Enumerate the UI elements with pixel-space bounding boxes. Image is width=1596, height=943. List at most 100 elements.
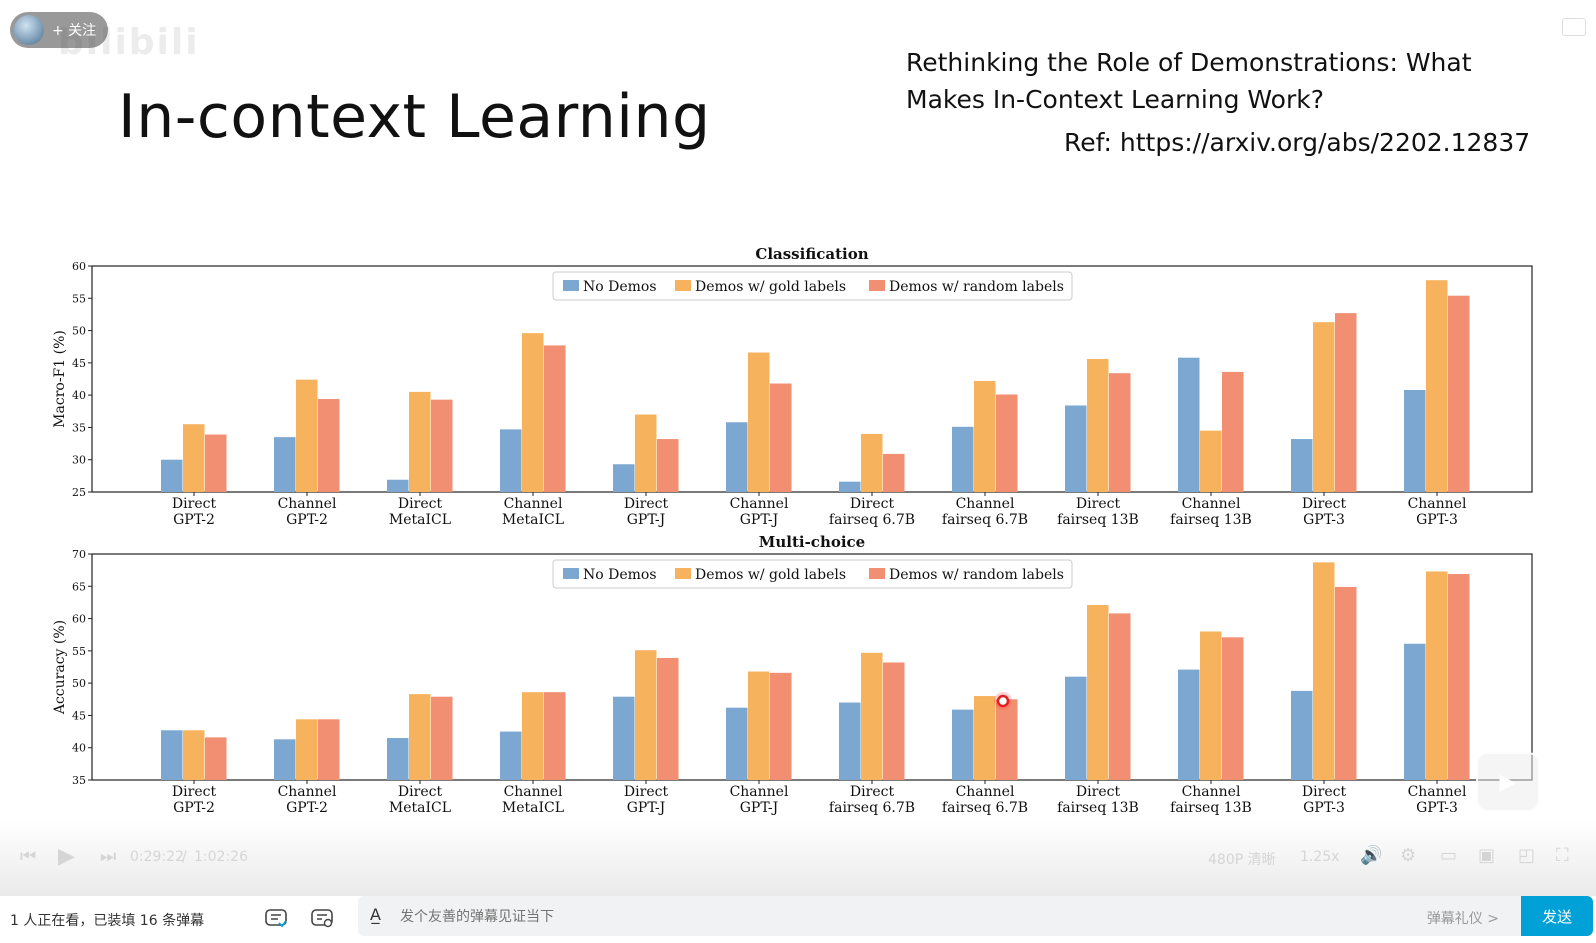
uploader-follow-pill[interactable]: + 关注 [10, 12, 108, 48]
legend-label: Demos w/ gold labels [695, 279, 846, 295]
x-category-label: Channel [730, 784, 789, 800]
y-tick-label: 65 [72, 580, 86, 593]
danmaku-settings-icon[interactable] [308, 904, 336, 932]
time-total: 1:02:26 [194, 849, 248, 865]
legend-label: Demos w/ random labels [889, 279, 1064, 295]
widescreen-icon[interactable]: ▣ [1478, 845, 1496, 866]
bar-no-demos [1178, 357, 1200, 492]
legend-swatch [869, 280, 885, 291]
bar-random [431, 399, 453, 492]
x-category-label: GPT-3 [1303, 512, 1345, 528]
x-category-label: Direct [172, 784, 217, 800]
bar-random [657, 439, 679, 492]
bar-no-demos [387, 738, 409, 780]
volume-icon[interactable]: 🔊 [1360, 845, 1383, 866]
bar-gold [748, 671, 770, 780]
picture-in-picture-icon[interactable]: ▭ [1440, 845, 1458, 866]
x-category-label: GPT-2 [173, 512, 215, 528]
bar-no-demos [613, 464, 635, 492]
bar-gold [409, 391, 431, 492]
bar-gold [1426, 280, 1448, 492]
quality-button[interactable]: 480P 清晰 [1208, 852, 1276, 868]
bar-random [883, 662, 905, 780]
paper-reference: Ref: https://arxiv.org/abs/2202.12837 [1064, 128, 1531, 157]
avatar[interactable] [14, 15, 44, 45]
y-tick-label: 55 [72, 645, 86, 658]
x-category-label: Channel [504, 496, 563, 512]
follow-button[interactable]: + 关注 [52, 23, 97, 39]
x-category-label: GPT-J [740, 512, 778, 528]
bar-no-demos [274, 437, 296, 492]
y-tick-label: 35 [72, 421, 86, 434]
x-category-label: fairseq 13B [1057, 800, 1139, 816]
danmaku-toggle-icon[interactable] [262, 904, 290, 932]
bar-random [544, 345, 566, 492]
x-category-label: Direct [398, 784, 443, 800]
danmaku-settings-icon[interactable] [1562, 18, 1586, 36]
bar-no-demos [839, 702, 861, 780]
x-category-label: MetaICL [389, 800, 451, 816]
bar-no-demos [1178, 669, 1200, 780]
bar-no-demos [1291, 439, 1313, 492]
bar-gold [1087, 605, 1109, 780]
x-category-label: GPT-3 [1416, 800, 1458, 816]
speed-button[interactable]: 1.25x [1300, 849, 1340, 865]
bar-random [1109, 373, 1131, 492]
x-category-label: fairseq 6.7B [829, 800, 915, 816]
y-axis-label-1: Accuracy (%) [52, 620, 68, 715]
next-icon[interactable]: ⏭ [100, 846, 117, 867]
y-tick-label: 50 [72, 677, 86, 690]
bar-no-demos [726, 707, 748, 780]
danmaku-input[interactable] [398, 903, 1302, 931]
bar-gold [522, 333, 544, 492]
x-category-label: Channel [956, 784, 1015, 800]
danmaku-etiquette-link[interactable]: 弹幕礼仪 > [1426, 911, 1499, 927]
bar-gold [1200, 430, 1222, 492]
corner-play-icon[interactable]: ▶ [1476, 752, 1540, 812]
x-category-label: Channel [1182, 784, 1241, 800]
x-category-label: Channel [1408, 496, 1467, 512]
y-tick-label: 60 [72, 260, 86, 273]
bar-random [1448, 295, 1470, 492]
x-category-label: GPT-J [627, 512, 665, 528]
x-category-label: Direct [624, 784, 669, 800]
slide-title: In-context Learning [118, 82, 711, 152]
x-category-label: Channel [730, 496, 789, 512]
web-fullscreen-icon[interactable]: ◰ [1518, 845, 1536, 866]
y-tick-label: 45 [72, 357, 86, 370]
settings-gear-icon[interactable]: ⚙ [1400, 845, 1417, 866]
bar-gold [861, 433, 883, 492]
x-category-label: Direct [1076, 784, 1121, 800]
bar-gold [296, 379, 318, 492]
send-button[interactable]: 发送 [1521, 896, 1593, 936]
y-tick-label: 45 [72, 709, 86, 722]
bar-random [770, 383, 792, 492]
viewer-info: 1 人正在看，已装填 16 条弹幕 [10, 913, 205, 929]
bar-gold [748, 352, 770, 492]
bar-random [1335, 313, 1357, 492]
x-category-label: Direct [850, 496, 895, 512]
x-category-label: fairseq 6.7B [942, 512, 1028, 528]
previous-icon[interactable]: ⏮ [20, 846, 37, 867]
bar-gold [974, 696, 996, 780]
y-axis-label-0: Macro-F1 (%) [52, 330, 68, 428]
fullscreen-icon[interactable]: ⛶ [1556, 845, 1569, 866]
text-style-icon[interactable]: A̲ [370, 905, 381, 924]
bar-gold [183, 730, 205, 780]
danmaku-bar: 1 人正在看，已装填 16 条弹幕 A̲ 弹幕礼仪 > 发送 [0, 896, 1596, 943]
x-category-label: Channel [504, 784, 563, 800]
bar-no-demos [1065, 405, 1087, 492]
x-category-label: Direct [172, 496, 217, 512]
bar-random [770, 672, 792, 780]
bar-no-demos [387, 479, 409, 492]
bar-no-demos [952, 709, 974, 780]
x-category-label: Direct [1302, 496, 1347, 512]
legend-swatch [563, 280, 579, 291]
bar-random [205, 434, 227, 492]
bar-gold [1313, 562, 1335, 780]
x-category-label: fairseq 13B [1057, 512, 1139, 528]
play-icon[interactable]: ▶ [58, 844, 75, 869]
bar-gold [409, 694, 431, 780]
video-player[interactable]: In-context Learning Rethinking the Role … [0, 0, 1596, 896]
bar-random [657, 657, 679, 780]
